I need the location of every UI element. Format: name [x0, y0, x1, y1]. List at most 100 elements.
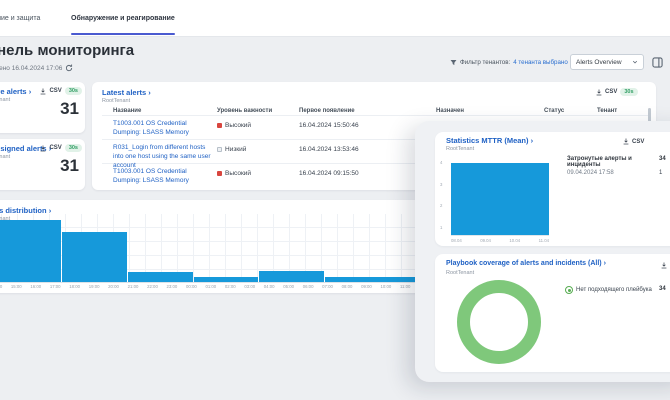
x-tick-label: 19:00 [88, 284, 100, 289]
refresh-icon[interactable] [65, 64, 73, 72]
refresh-interval-badge[interactable]: 30s [64, 87, 82, 95]
table-row[interactable]: T1003.001 OS Credential Dumping: LSASS M… [92, 164, 656, 188]
x-tick-label: 17:00 [49, 284, 61, 289]
x-tick-label: 21:00 [127, 284, 139, 289]
playbook-donut-chart[interactable] [457, 280, 541, 364]
distribution-xlabels: 13:0014:0015:0016:0017:0018:0019:0020:00… [0, 284, 430, 289]
column-header-assignee: Назначен [436, 108, 464, 114]
x-tick-label: 11:00 [399, 284, 411, 289]
x-tick-label: 00:00 [185, 284, 197, 289]
legend-item[interactable]: Нет подходящего плейбука [565, 286, 652, 294]
csv-export-button[interactable]: CSV [49, 88, 62, 94]
first-seen-cell: 16.04.2024 13:53:46 [299, 146, 359, 153]
x-tick-label: 20:00 [108, 284, 119, 289]
distribution-bars[interactable] [0, 220, 432, 282]
x-tick-label: 08.04 [451, 238, 462, 243]
row-divider [102, 115, 648, 116]
unassigned-alerts-title-link[interactable]: Unassigned alerts › [0, 144, 52, 153]
column-header-name: Название [113, 108, 142, 114]
table-row[interactable]: T1003.001 OS Credential Dumping: LSASS M… [92, 116, 656, 140]
latest-alerts-title-link[interactable]: Latest alerts › [102, 88, 151, 97]
tab-label: Обнаружение и реагирование [71, 14, 175, 22]
distribution-bar [62, 232, 127, 282]
top-tab-bar: Администрирование и защита Обнаружение и… [0, 0, 670, 37]
dashboard-view-select[interactable]: Alerts Overview [570, 54, 644, 70]
legend-marker-icon [565, 286, 573, 294]
x-tick-label: 23:00 [166, 284, 178, 289]
legend-value: 34 [659, 286, 666, 292]
mttr-title-link[interactable]: Statistics MTTR (Mean) › [446, 136, 534, 145]
x-tick-label: 02:00 [224, 284, 236, 289]
active-alerts-title-link[interactable]: Active alerts › [0, 87, 32, 96]
download-icon[interactable] [661, 262, 667, 269]
chevron-right-icon: › [48, 144, 52, 153]
csv-export-button[interactable]: CSV [632, 138, 645, 145]
playbook-coverage-card: Playbook coverage of alerts and incident… [435, 254, 670, 372]
refresh-interval-badge[interactable]: 30s [620, 88, 638, 96]
active-alerts-count: 31 [60, 99, 79, 118]
widgets-panel-button[interactable] [651, 56, 664, 69]
x-tick-label: 06:00 [302, 284, 314, 289]
mttr-chart[interactable] [451, 160, 549, 236]
x-tick-label: 18:00 [69, 284, 81, 289]
severity-cell: Высокий [217, 122, 251, 129]
filter-selected-link[interactable]: 4 тенанта выбрано [513, 59, 568, 66]
x-tick-label: 22:00 [147, 284, 158, 289]
chevron-right-icon: › [48, 206, 52, 215]
severity-label: Высокий [225, 122, 252, 129]
severity-icon [217, 123, 222, 128]
download-icon[interactable] [40, 88, 46, 95]
playbook-title-link[interactable]: Playbook coverage of alerts and incident… [446, 260, 606, 267]
row-divider [102, 163, 648, 164]
unassigned-alerts-count: 31 [60, 156, 79, 175]
chevron-right-icon: › [603, 260, 606, 267]
active-alerts-card: Active alerts › RootTenant CSV 30s 31 [0, 82, 85, 133]
tenant-label: RootTenant [102, 98, 131, 104]
alert-name-link[interactable]: T1003.001 OS Credential Dumping: LSASS M… [113, 168, 189, 184]
tenant-label: RootTenant [0, 216, 11, 222]
mttr-yticks: 4 3 2 1 [440, 160, 442, 230]
tooltip-value: 1 [659, 170, 663, 176]
alert-name-link[interactable]: T1003.001 OS Credential Dumping: LSASS M… [113, 120, 189, 136]
column-header-status: Статус [544, 108, 565, 114]
x-tick-label: 10:00 [380, 284, 392, 289]
x-tick-label: 09:00 [361, 284, 372, 289]
refresh-interval-badge[interactable]: 30s [64, 144, 82, 152]
chevron-down-icon [632, 59, 638, 65]
export-group: CSV 30s [596, 88, 638, 96]
column-header-tenant: Тенант [597, 108, 618, 114]
distribution-bar [0, 220, 61, 282]
updated-text: Обновлено 16.04.2024 17:06 [0, 64, 63, 72]
chevron-right-icon: › [28, 87, 32, 96]
export-group: CSV [623, 138, 644, 145]
chevron-right-icon: › [148, 88, 151, 97]
y-tick-label: 4 [440, 160, 443, 165]
download-icon[interactable] [596, 89, 602, 96]
table-row[interactable]: R031_Login from different hosts into one… [92, 140, 656, 169]
filter-icon [450, 59, 457, 66]
csv-export-button[interactable]: CSV [605, 89, 618, 95]
first-seen-cell: 16.04.2024 09:15:50 [299, 170, 359, 177]
view-select-value: Alerts Overview [576, 58, 622, 66]
x-tick-label: 09.04 [480, 238, 491, 243]
row-divider [102, 139, 648, 140]
tooltip-series-value: 34 [659, 156, 666, 162]
distribution-title-link[interactable]: Alerts distribution › [0, 206, 52, 215]
tooltip-date: 09.04.2024 17:58 [567, 170, 614, 176]
tab-detection-response[interactable]: Обнаружение и реагирование [71, 0, 175, 36]
severity-icon [217, 171, 222, 176]
x-tick-label: 15:00 [10, 284, 22, 289]
page-title: Панель мониторинга [0, 42, 135, 59]
tab-administration-protection[interactable]: Администрирование и защита [0, 0, 40, 36]
download-icon[interactable] [623, 138, 629, 145]
tenant-label: RootTenant [446, 146, 475, 152]
tenant-label: RootTenant [0, 97, 11, 103]
x-tick-label: 01:00 [205, 284, 217, 289]
x-tick-label: 11.04 [538, 238, 549, 243]
unassigned-alerts-card: Unassigned alerts › RootTenant CSV 30s 3… [0, 139, 85, 190]
alert-name-link[interactable]: R031_Login from different hosts into one… [113, 144, 211, 169]
download-icon[interactable] [40, 145, 46, 152]
distribution-bar [325, 277, 431, 282]
csv-export-button[interactable]: CSV [49, 145, 62, 151]
